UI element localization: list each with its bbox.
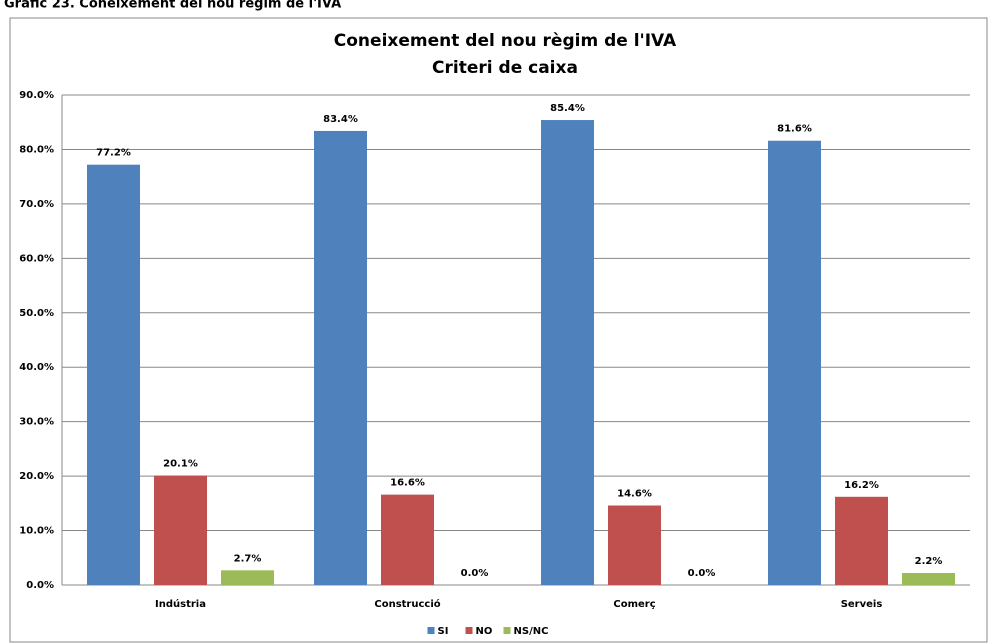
y-tick-label: 70.0% (19, 199, 54, 210)
bar (221, 570, 274, 585)
legend-label: SI (438, 626, 449, 637)
bar (768, 140, 821, 585)
legend-swatch (503, 627, 511, 634)
bar (902, 573, 955, 585)
bar (381, 494, 434, 585)
chart-subtitle: Criteri de caixa (432, 58, 578, 78)
bar (314, 130, 367, 585)
bar (541, 120, 594, 586)
value-label: 2.7% (234, 553, 262, 564)
value-label: 83.4% (323, 114, 358, 125)
bar (835, 496, 888, 585)
legend-swatch (427, 627, 435, 634)
value-label: 16.2% (844, 480, 879, 491)
chart-title: Coneixement del nou règim de l'IVA (334, 31, 677, 51)
legend-swatch (465, 627, 473, 634)
bar (87, 164, 140, 585)
legend-label: NO (476, 626, 493, 637)
value-label: 81.6% (777, 124, 812, 135)
bar (154, 475, 207, 585)
y-tick-label: 40.0% (19, 362, 54, 373)
y-tick-label: 50.0% (19, 308, 54, 319)
value-label: 2.2% (915, 556, 943, 567)
value-label: 14.6% (617, 489, 652, 500)
y-tick-label: 0.0% (26, 580, 54, 591)
y-tick-label: 90.0% (19, 90, 54, 101)
y-tick-label: 30.0% (19, 417, 54, 428)
y-tick-label: 10.0% (19, 526, 54, 537)
value-label: 16.6% (390, 478, 425, 489)
y-tick-label: 60.0% (19, 253, 54, 264)
value-label: 20.1% (163, 459, 198, 470)
legend-label: NS/NC (514, 626, 549, 637)
value-label: 0.0% (461, 568, 489, 579)
x-tick-label: Comerç (613, 599, 655, 610)
x-tick-label: Construcció (374, 598, 440, 610)
bar (608, 505, 661, 585)
y-tick-label: 80.0% (19, 144, 54, 155)
x-tick-label: Serveis (841, 599, 883, 610)
x-tick-label: Indústria (155, 598, 206, 610)
value-label: 85.4% (550, 103, 585, 114)
value-label: 77.2% (96, 148, 131, 159)
value-label: 0.0% (688, 568, 716, 579)
y-tick-label: 20.0% (19, 471, 54, 482)
header: Gràfic 23. Coneixement del nou règim de … (4, 0, 341, 12)
